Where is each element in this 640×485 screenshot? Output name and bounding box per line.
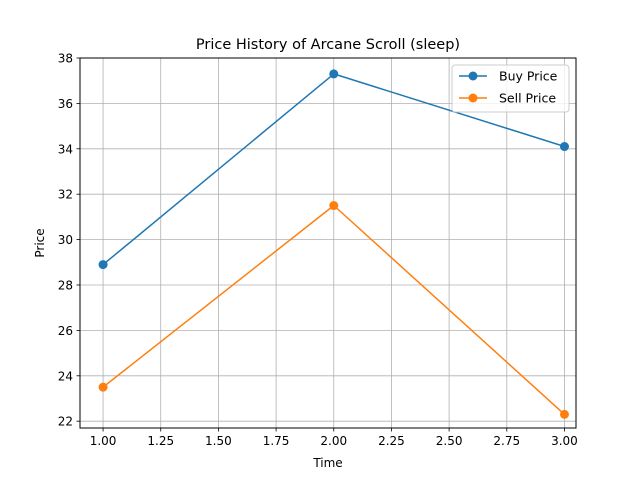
data-point-buy-price: [329, 69, 339, 79]
data-point-buy-price: [559, 142, 569, 152]
x-tick-label: 2.75: [493, 434, 520, 448]
series-layer: [98, 69, 569, 419]
x-tick-label: 2.50: [436, 434, 463, 448]
chart-title: Price History of Arcane Scroll (sleep): [196, 37, 460, 53]
y-tick-label: 22: [58, 415, 73, 429]
x-axis-label: Time: [312, 456, 342, 470]
legend-label-buy-price: Buy Price: [499, 69, 558, 84]
axis-ticks: 1.00 1.25 1.50 1.75 2.00 2.25 2.50 2.75 3.00 22 24…: [58, 52, 578, 449]
x-tick-label: 1.75: [263, 434, 290, 448]
x-tick-label: 1.00: [90, 434, 117, 448]
y-tick-label: 32: [58, 188, 73, 202]
y-axis-label: Price: [33, 228, 47, 257]
y-tick-label: 38: [58, 52, 73, 66]
y-tick-label: 24: [58, 369, 73, 383]
legend-marker-sell-price: [468, 93, 478, 103]
grid-lines: [80, 57, 576, 428]
data-point-sell-price: [98, 382, 108, 392]
x-tick-label: 2.25: [378, 434, 405, 448]
x-tick-label: 3.00: [551, 434, 578, 448]
plot-frame: [79, 57, 577, 429]
legend-label-sell-price: Sell Price: [499, 91, 556, 106]
data-point-sell-price: [329, 201, 339, 211]
x-tick-label: 2.00: [320, 434, 347, 448]
legend-marker-buy-price: [468, 71, 478, 81]
y-tick-label: 26: [58, 324, 73, 338]
x-tick-label: 1.25: [147, 434, 174, 448]
y-tick-label: 34: [58, 142, 73, 156]
legend: Buy Price Sell Price: [451, 64, 570, 113]
y-tick-label: 28: [58, 278, 73, 292]
data-point-sell-price: [559, 409, 569, 419]
x-tick-label: 1.50: [205, 434, 232, 448]
data-point-buy-price: [98, 260, 108, 270]
y-tick-label: 30: [58, 233, 73, 247]
y-tick-label: 36: [58, 97, 73, 111]
